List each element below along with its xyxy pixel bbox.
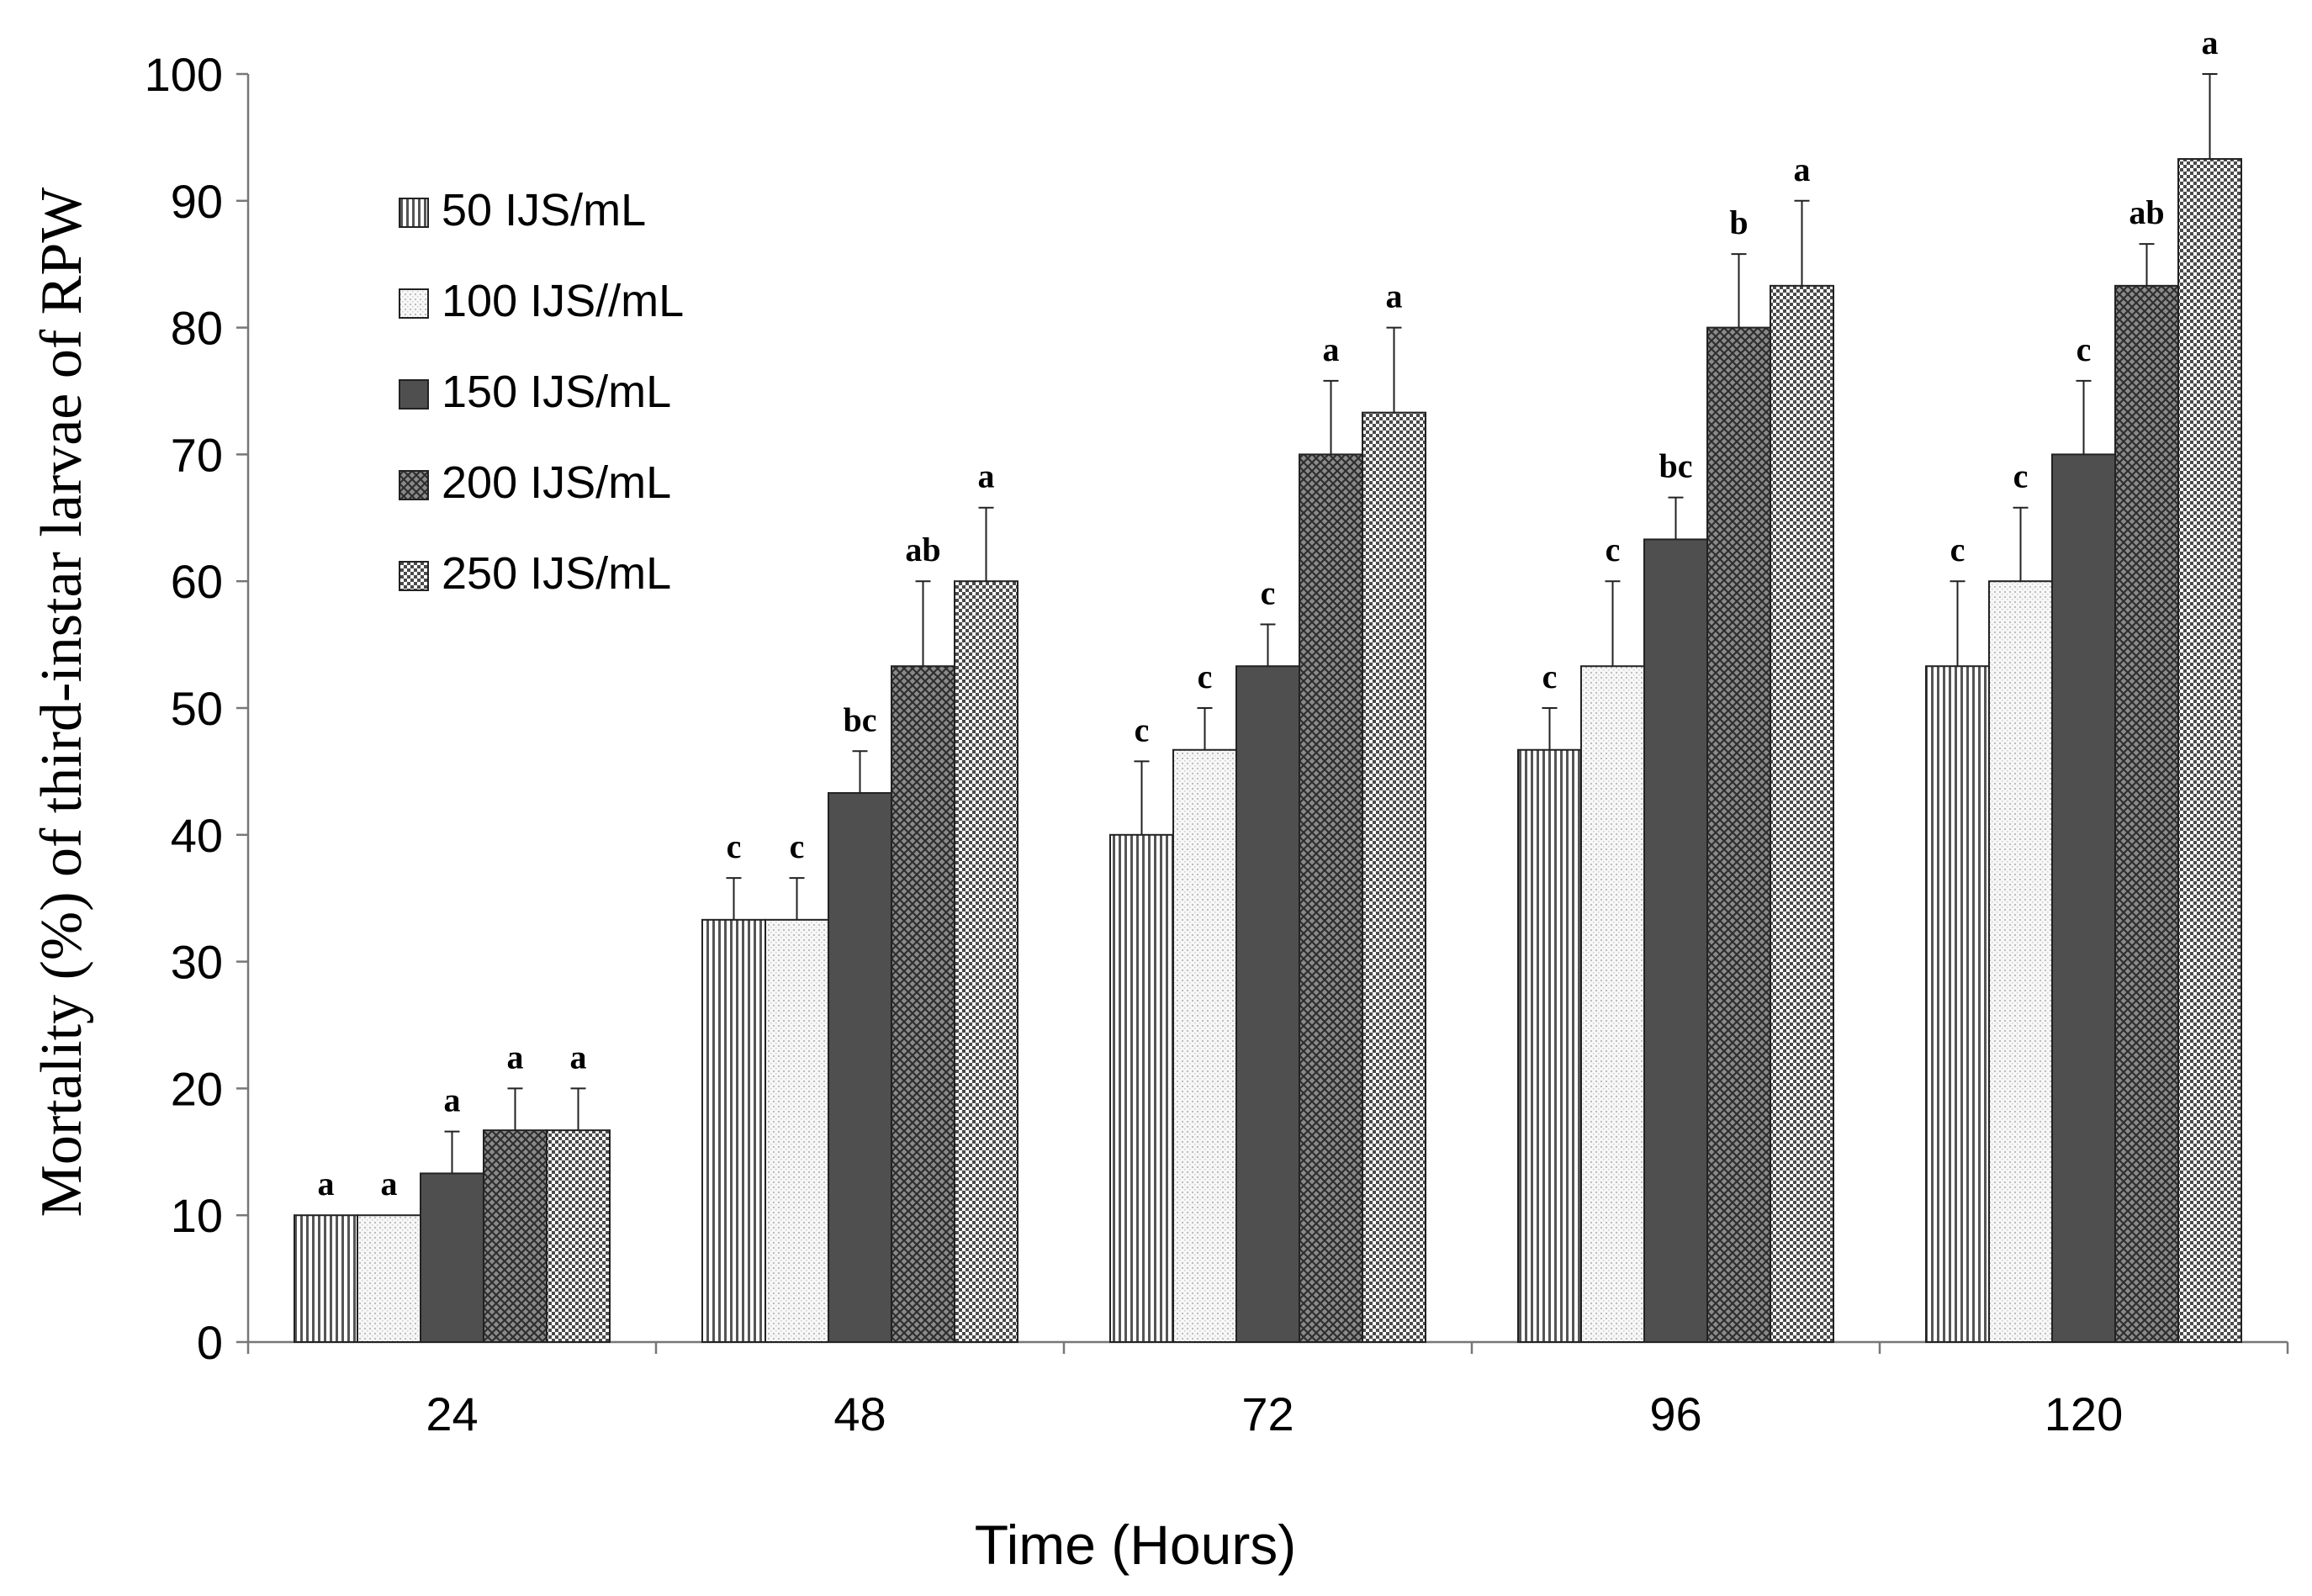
bar	[1235, 665, 1300, 1343]
legend-label: 50 IJS/mL	[442, 185, 646, 235]
legend-swatch	[399, 561, 429, 591]
bar	[1925, 665, 1990, 1343]
legend-label: 150 IJS/mL	[442, 367, 671, 417]
bar	[1988, 580, 2053, 1343]
bar	[1770, 284, 1834, 1343]
significance-label: a	[978, 457, 995, 495]
y-tick-label: 40	[171, 809, 223, 862]
bar	[420, 1172, 484, 1344]
significance-label: c	[727, 827, 742, 865]
y-tick-label: 100	[145, 48, 223, 101]
y-tick-label: 0	[197, 1316, 223, 1369]
legend-swatch	[399, 379, 429, 410]
bar	[2114, 284, 2179, 1343]
significance-label: a	[381, 1165, 398, 1202]
y-tick-label: 20	[171, 1062, 223, 1115]
bar	[546, 1129, 611, 1343]
bar	[357, 1214, 421, 1343]
legend-swatch	[399, 470, 429, 500]
legend-swatch	[399, 288, 429, 319]
significance-labels: a a a a a c c bc ab a c c c a a c c bc b a c c c ab a	[318, 24, 2219, 1202]
error-bars	[444, 73, 2218, 1174]
x-tick-label: 48	[833, 1387, 886, 1440]
bar	[2051, 453, 2116, 1343]
y-tick-label: 50	[171, 682, 223, 735]
bar	[1706, 326, 1771, 1344]
bars	[294, 158, 2242, 1344]
y-tick-label: 10	[171, 1189, 223, 1242]
significance-label: c	[1198, 658, 1213, 695]
bar	[1580, 665, 1645, 1343]
x-axis: 24 48 72 96 120	[246, 1340, 2289, 1440]
significance-label: b	[1729, 203, 1748, 241]
y-tick-label: 70	[171, 428, 223, 481]
bar	[1299, 453, 1363, 1343]
x-tick-label: 72	[1241, 1387, 1294, 1440]
bar	[701, 918, 766, 1344]
significance-label: a	[444, 1081, 461, 1119]
bar	[764, 918, 829, 1344]
significance-label: c	[1542, 658, 1558, 695]
y-axis-label: Mortality (%) of third-instar larvae of …	[29, 188, 94, 1218]
significance-label: a	[1323, 330, 1340, 368]
legend-swatch	[399, 198, 429, 228]
legend-label: 200 IJS/mL	[442, 457, 671, 508]
bar	[1643, 538, 1708, 1343]
bar	[483, 1129, 548, 1343]
bar	[954, 580, 1018, 1343]
legend: 50 IJS/mL 100 IJS//mL 150 IJS/mL 200 IJS/mL…	[399, 185, 684, 599]
x-tick-label: 96	[1649, 1387, 1701, 1440]
y-tick-label: 60	[171, 555, 223, 608]
bar	[294, 1214, 358, 1343]
significance-label: c	[1261, 573, 1276, 611]
significance-label: a	[507, 1038, 524, 1075]
x-tick-label: 24	[426, 1387, 478, 1440]
significance-label: c	[1950, 531, 1965, 568]
bar	[891, 665, 955, 1343]
significance-label: ab	[2129, 193, 2164, 231]
significance-label: c	[1606, 531, 1621, 568]
significance-label: a	[1794, 151, 1811, 188]
significance-label: bc	[844, 700, 877, 738]
bar	[1109, 833, 1174, 1343]
y-tick-label: 80	[171, 302, 223, 355]
significance-label: a	[2202, 24, 2219, 61]
x-tick-label: 120	[2045, 1387, 2123, 1440]
bar	[2177, 158, 2242, 1343]
legend-label: 100 IJS//mL	[442, 276, 684, 326]
y-tick-label: 90	[171, 175, 223, 228]
bar	[1362, 411, 1426, 1343]
bar	[828, 792, 892, 1343]
significance-label: ab	[905, 531, 940, 568]
bar	[1517, 748, 1582, 1343]
significance-label: c	[2077, 330, 2092, 368]
significance-label: c	[2013, 457, 2029, 495]
significance-label: a	[570, 1038, 587, 1075]
significance-label: a	[318, 1165, 335, 1202]
significance-label: a	[1386, 277, 1403, 315]
x-axis-label: Time (Hours)	[975, 1514, 1297, 1576]
bar	[1172, 748, 1237, 1343]
legend-label: 250 IJS/mL	[442, 548, 671, 599]
y-tick-label: 30	[171, 936, 223, 989]
significance-label: c	[1135, 711, 1150, 748]
significance-label: c	[790, 827, 805, 865]
y-axis: 0 10 20 30 40 50 60 70 80 90 100	[145, 48, 250, 1369]
significance-label: bc	[1659, 447, 1693, 485]
